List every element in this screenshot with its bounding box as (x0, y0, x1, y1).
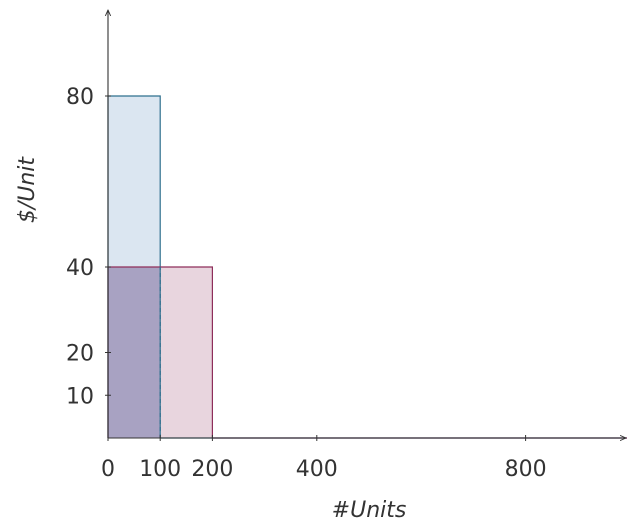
x-tick-label-800: 800 (505, 457, 547, 482)
y-tick-label-10: 10 (66, 384, 94, 409)
y-tick-label-20: 20 (66, 342, 94, 367)
x-tick-label-100: 100 (139, 457, 181, 482)
y-tick-label-80: 80 (66, 85, 94, 110)
x-tick-label-200: 200 (191, 457, 233, 482)
y-tick-label-40: 40 (66, 256, 94, 281)
x-tick-label-400: 400 (296, 457, 338, 482)
y-axis-label: $/Unit (15, 156, 40, 224)
ticks: 0 100 200 400 800 10 20 40 80 (66, 85, 547, 482)
x-axis-label: #Units (332, 498, 407, 523)
overlap-area (108, 267, 161, 438)
axes (108, 10, 626, 438)
x-tick-label-0: 0 (101, 457, 115, 482)
